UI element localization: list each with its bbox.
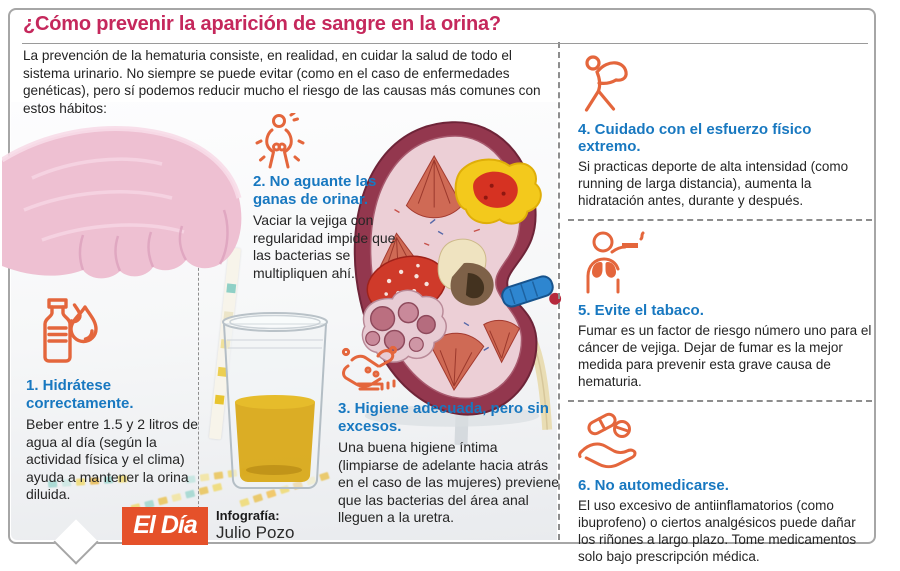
dashed-separator bbox=[568, 400, 872, 402]
pink-gloved-hand bbox=[0, 108, 270, 321]
credit-label: Infografía: bbox=[216, 508, 280, 523]
tip-1-hydration: 1. Hidrátese correctamente. Beber entre … bbox=[26, 293, 202, 504]
infographic-frame: ¿Cómo prevenir la aparición de sangre en… bbox=[0, 8, 876, 564]
tip-5-avoid-tobacco: 5. Evite el tabaco. Fumar es un factor d… bbox=[566, 221, 872, 396]
title-divider bbox=[22, 43, 868, 44]
tip-2-dont-hold-urine: 2. No aguante las ganas de orinar. Vacia… bbox=[253, 113, 408, 282]
smoker-lungs-icon bbox=[578, 230, 868, 294]
tip-heading: 4. Cuidado con el esfuerzo físico extrem… bbox=[578, 121, 812, 155]
left-dashed-divider bbox=[198, 248, 199, 514]
water-bottle-drop-icon bbox=[26, 293, 202, 373]
tip-heading: 6. No automedicarse. bbox=[578, 477, 729, 494]
tip-body: El uso excesivo de antiinflamatorios (co… bbox=[578, 498, 857, 564]
tip-heading: 3. Higiene adecuada, pero sin excesos. bbox=[338, 400, 549, 435]
tip-body: Fumar es un factor de riesgo número uno … bbox=[578, 323, 872, 389]
hand-washing-icon bbox=[338, 344, 562, 396]
kidney-anatomy-model bbox=[335, 114, 573, 437]
vertical-dashed-divider bbox=[558, 42, 560, 540]
dashed-separator bbox=[568, 219, 872, 221]
el-dia-logo: El Día bbox=[122, 507, 208, 545]
stretching-person-icon bbox=[578, 51, 868, 113]
tip-3-hygiene: 3. Higiene adecuada, pero sin excesos. U… bbox=[338, 344, 562, 527]
person-urinary-urge-icon bbox=[253, 113, 408, 169]
tip-body: Si practicas deporte de alta intensidad … bbox=[578, 159, 849, 208]
hand-with-pills-icon bbox=[578, 411, 868, 469]
tip-6-no-self-medication: 6. No automedicarse. El uso excesivo de … bbox=[566, 402, 872, 571]
right-tips-column: 4. Cuidado con el esfuerzo físico extrem… bbox=[566, 42, 872, 571]
intro-text: La prevención de la hematuria consiste, … bbox=[23, 48, 541, 116]
page-title: ¿Cómo prevenir la aparición de sangre en… bbox=[23, 13, 501, 35]
tip-body: Una buena higiene íntima (limpiarse de a… bbox=[338, 439, 560, 525]
tip-body: Beber entre 1.5 y 2 litros de agua al dí… bbox=[26, 416, 198, 502]
urine-sample-cup bbox=[210, 306, 340, 501]
tip-heading: 1. Hidrátese correctamente. bbox=[26, 377, 134, 412]
tip-heading: 2. No aguante las ganas de orinar. bbox=[253, 173, 377, 208]
credit-author: Julio Pozo bbox=[216, 523, 295, 542]
tip-4-extreme-exercise: 4. Cuidado con el esfuerzo físico extrem… bbox=[566, 42, 872, 215]
tip-heading: 5. Evite el tabaco. bbox=[578, 302, 704, 319]
tip-body: Vaciar la vejiga con regularidad impide … bbox=[253, 212, 396, 281]
credits-block: El Día Infografía: Julio Pozo bbox=[122, 507, 294, 545]
